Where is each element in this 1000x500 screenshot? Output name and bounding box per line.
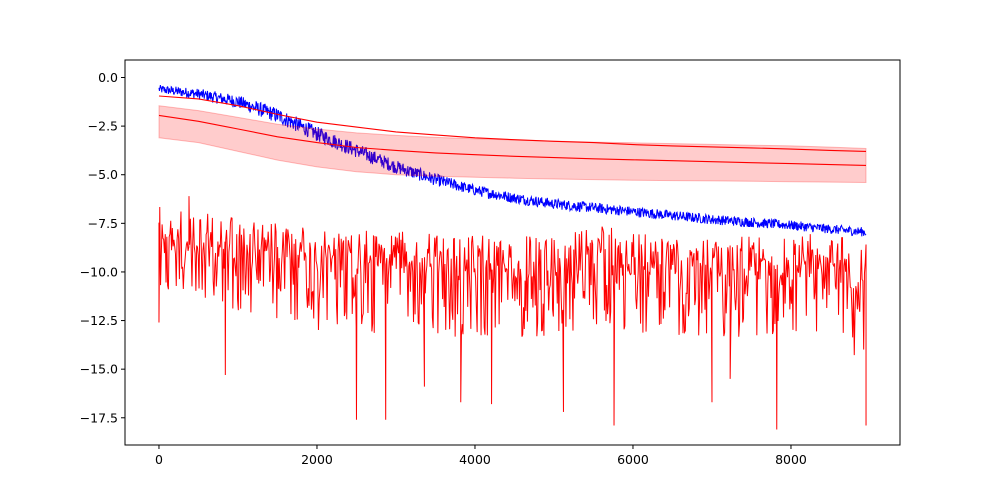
y-tick-label: −10.0 [80,264,118,279]
x-tick-label: 0 [155,452,163,467]
y-tick-label: −2.5 [88,119,118,134]
series-1 [158,95,867,152]
x-tick-label: 6000 [617,452,649,467]
y-tick-label: −15.0 [80,362,118,377]
series-0 [158,84,867,237]
y-tick-label: −5.0 [88,167,118,182]
y-tick-label: 0.0 [98,70,118,85]
y-tick-label: −7.5 [88,216,118,231]
series-line [158,84,867,237]
x-tick-label: 4000 [459,452,491,467]
series-2 [158,105,867,184]
x-tick-label: 8000 [775,452,807,467]
y-tick-label: −17.5 [80,410,118,425]
plot-frame [124,59,901,446]
series-line [158,196,867,430]
y-tick-label: −12.5 [80,313,118,328]
confidence-band [158,105,867,184]
x-axis: 0 2000 4000 6000 8000 [155,445,807,467]
series-line [158,114,867,166]
plot-series [158,84,867,430]
x-tick-label: 2000 [301,452,333,467]
y-axis: 0.0 −2.5 −5.0 −7.5 −10.0 −12.5 −15.0 −17.5 [80,70,125,425]
series-line [158,95,867,152]
series-3 [158,196,867,430]
